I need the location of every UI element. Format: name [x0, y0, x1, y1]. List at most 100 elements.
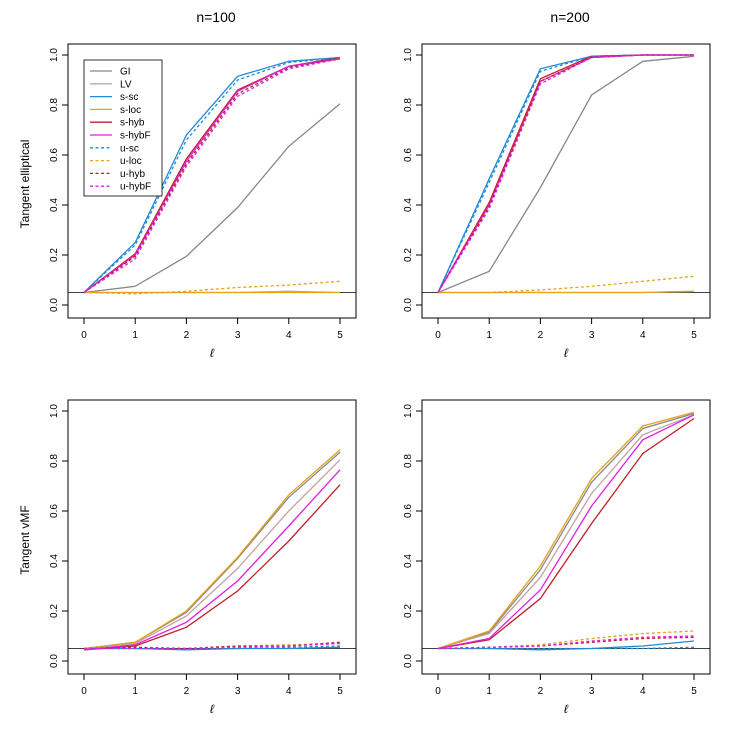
y-tick-label: 0.0 — [403, 654, 414, 668]
x-axis-label: ℓ — [210, 702, 215, 716]
legend-label-s-hyb: s-hyb — [120, 118, 145, 129]
y-tick-label: 0.2 — [403, 604, 414, 618]
row-label-tangent-elliptical: Tangent elliptical — [18, 140, 32, 229]
legend-label-s-sc: s-sc — [120, 92, 138, 103]
series-line-s-sc — [83, 56, 341, 293]
series-line-u-sc — [437, 54, 694, 293]
legend-label-s-hybf: s-hybF — [120, 131, 151, 142]
y-tick-label: 0.2 — [403, 248, 414, 262]
series-line-gi — [437, 412, 695, 650]
plot-frame — [67, 399, 357, 675]
y-tick-label: 0.0 — [403, 298, 414, 312]
x-tick-label: 4 — [286, 686, 292, 697]
panel-3: 0 1 2 3 4 5 ℓ 0.0 0.2 0.4 0.6 0.8 1.0 — [49, 399, 357, 716]
plot-frame — [421, 43, 711, 319]
x-axis-label: ℓ — [210, 346, 215, 360]
y-tick-label: 1.0 — [49, 404, 60, 418]
x-tick-label: 4 — [640, 686, 646, 697]
y-tick-label: 0.8 — [49, 98, 60, 112]
x-tick-label: 5 — [337, 686, 343, 697]
x-tick-label: 4 — [286, 330, 292, 341]
series-line-u-hybf — [437, 635, 695, 650]
x-tick-label: 1 — [486, 686, 492, 697]
y-tick-label: 1.0 — [403, 404, 414, 418]
legend-label-u-hyb: u-hyb — [120, 169, 145, 180]
x-tick-label: 5 — [691, 686, 697, 697]
x-tick-label: 3 — [589, 330, 595, 341]
x-tick-label: 4 — [640, 330, 646, 341]
panel-4: 0 1 2 3 4 5 ℓ 0.0 0.2 0.4 0.6 0.8 1.0 — [403, 399, 711, 716]
legend-label-s-loc: s-loc — [120, 105, 141, 116]
x-tick-label: 3 — [235, 686, 241, 697]
series-line-gi — [83, 103, 341, 294]
x-tick-label: 2 — [538, 686, 544, 697]
series-line-lv — [83, 459, 341, 650]
series-line-s-hybf — [83, 58, 341, 294]
x-tick-label: 1 — [132, 686, 138, 697]
x-tick-label: 2 — [538, 330, 544, 341]
x-tick-label: 2 — [184, 330, 190, 341]
series-line-s-hyb — [437, 54, 694, 293]
series-line-u-loc — [437, 630, 695, 650]
panel-2: 0 1 2 3 4 5 ℓ 0.0 0.2 0.4 0.6 0.8 1.0 — [403, 43, 711, 360]
y-tick-label: 0.4 — [403, 198, 414, 212]
col-title-n100: n=100 — [196, 9, 236, 25]
y-tick-label: 0.6 — [49, 504, 60, 518]
series-line-u-sc — [83, 56, 341, 293]
series-line-u-loc — [83, 280, 341, 295]
y-tick-label: 0.6 — [403, 504, 414, 518]
y-tick-label: 0.6 — [403, 148, 414, 162]
x-tick-label: 0 — [435, 686, 441, 697]
series-line-s-loc — [438, 290, 695, 294]
x-axis-label: ℓ — [564, 702, 569, 716]
plot-frame — [67, 43, 357, 319]
series-line-gi — [437, 55, 695, 294]
series-line-s-hybf — [83, 469, 341, 651]
y-tick-label: 0.4 — [403, 554, 414, 568]
series-line-u-loc — [438, 275, 695, 294]
col-title-n200: n=200 — [550, 9, 590, 25]
y-tick-label: 0.6 — [49, 148, 60, 162]
y-tick-label: 0.0 — [49, 654, 60, 668]
series-line-s-sc — [437, 54, 694, 293]
x-tick-label: 1 — [132, 330, 138, 341]
x-tick-label: 5 — [337, 330, 343, 341]
x-tick-label: 5 — [691, 330, 697, 341]
series-line-u-hybf — [437, 54, 694, 293]
y-tick-label: 0.4 — [49, 554, 60, 568]
x-tick-label: 3 — [235, 330, 241, 341]
series-line-s-hybf — [437, 414, 695, 650]
series-line-s-hyb — [437, 417, 695, 650]
series-line-gi — [83, 451, 341, 650]
series-line-u-sc — [438, 646, 695, 650]
x-tick-label: 0 — [435, 330, 441, 341]
series-line-s-hyb — [83, 484, 341, 651]
y-tick-label: 0.8 — [49, 454, 60, 468]
row-label-tangent-vmf: Tangent vMF — [18, 505, 32, 574]
x-axis-label: ℓ — [564, 346, 569, 360]
x-tick-label: 0 — [81, 330, 87, 341]
legend-label-u-loc: u-loc — [120, 156, 142, 167]
series-line-s-hybf — [437, 54, 694, 293]
legend-label-u-sc: u-sc — [120, 143, 139, 154]
y-tick-label: 0.2 — [49, 604, 60, 618]
x-tick-label: 3 — [589, 686, 595, 697]
y-tick-label: 0.0 — [49, 298, 60, 312]
series-line-u-hybf — [84, 642, 341, 650]
y-tick-label: 0.8 — [403, 454, 414, 468]
series-line-s-loc — [83, 449, 341, 650]
y-tick-label: 1.0 — [49, 48, 60, 62]
y-tick-label: 0.8 — [403, 98, 414, 112]
plot-frame — [421, 399, 711, 675]
x-tick-label: 1 — [486, 330, 492, 341]
y-tick-label: 1.0 — [403, 48, 414, 62]
y-tick-label: 0.2 — [49, 248, 60, 262]
x-tick-label: 2 — [184, 686, 190, 697]
series-line-u-hyb — [437, 54, 694, 293]
series-line-u-hybf — [83, 58, 341, 294]
series-line-lv — [437, 414, 695, 650]
